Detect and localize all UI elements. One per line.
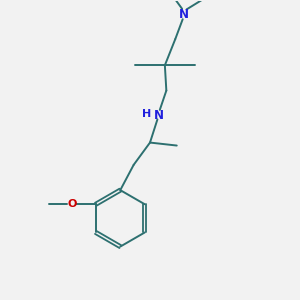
Text: N: N (178, 8, 189, 21)
Text: H: H (142, 109, 151, 119)
Text: O: O (68, 199, 77, 208)
Text: N: N (154, 109, 164, 122)
